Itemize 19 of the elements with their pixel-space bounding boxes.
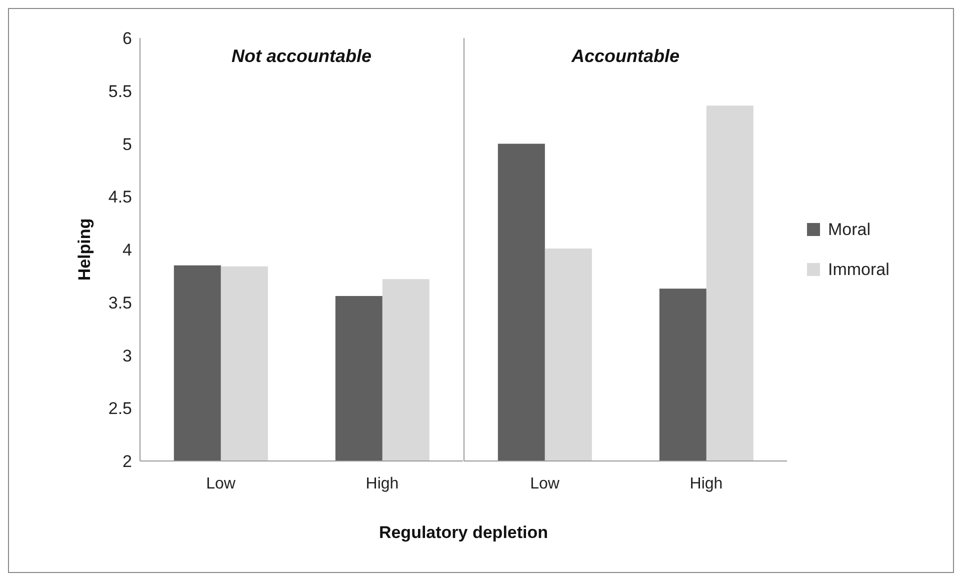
y-tick-label: 3.5 — [108, 293, 132, 312]
y-tick-label: 5 — [122, 134, 132, 154]
x-tick-label: High — [366, 475, 399, 492]
y-tick-label: 5.5 — [108, 82, 132, 101]
y-tick-label: 3 — [122, 346, 132, 366]
y-axis-title: Helping — [75, 218, 94, 281]
y-tick-label: 2 — [122, 452, 132, 472]
legend-label: Immoral — [828, 260, 890, 280]
y-tick-label: 2.5 — [108, 399, 132, 418]
x-tick-label: High — [690, 475, 723, 492]
legend-label: Moral — [828, 220, 871, 240]
x-tick-label: Low — [530, 475, 560, 492]
x-axis-title: Regulatory depletion — [378, 523, 550, 543]
chart-title: Not accountable — [230, 46, 373, 67]
x-tick-label: Low — [206, 475, 236, 492]
y-tick-label: 6 — [122, 29, 132, 48]
y-tick-label: 4 — [122, 240, 132, 260]
chart-title: Accountable — [570, 46, 681, 67]
y-tick-label: 4.5 — [108, 188, 132, 207]
